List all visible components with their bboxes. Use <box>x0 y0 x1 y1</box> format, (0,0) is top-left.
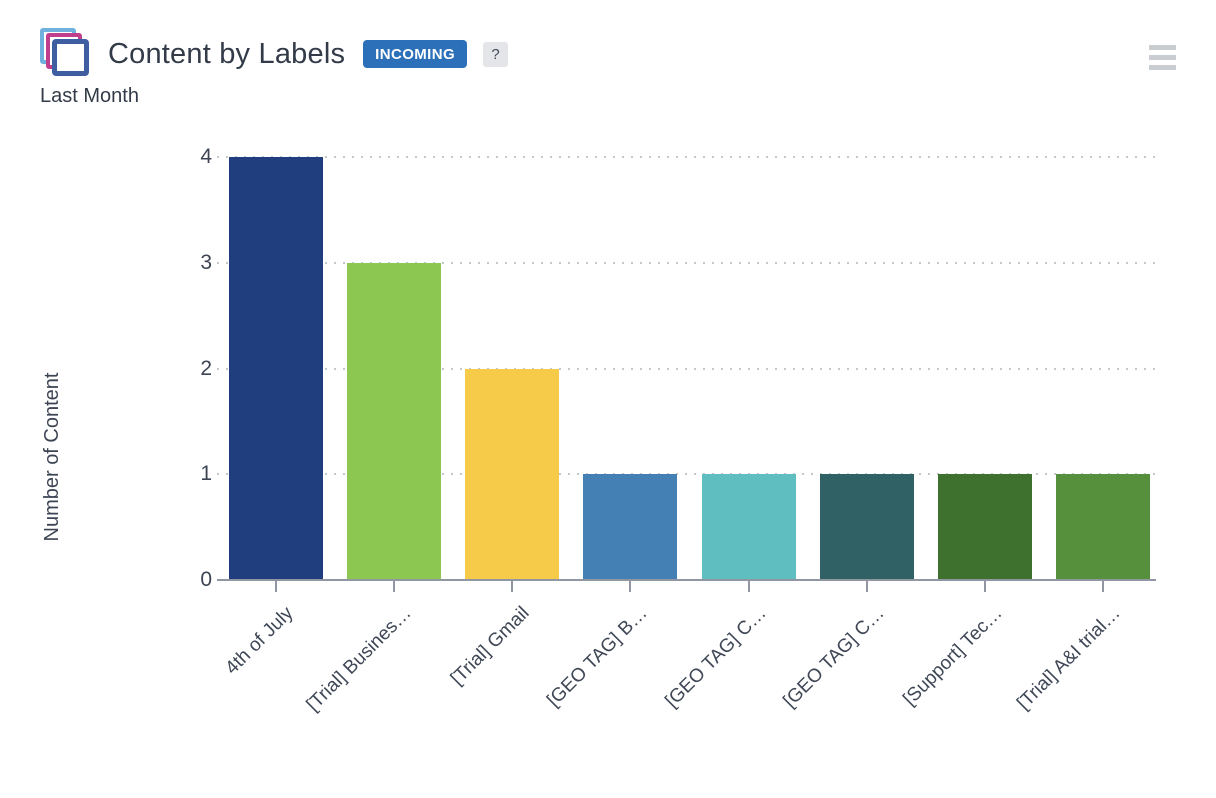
x-axis-tick <box>275 581 277 592</box>
x-axis-tick <box>629 581 632 592</box>
chart-subtitle: Last Month <box>40 85 139 107</box>
y-gridline <box>217 261 1156 264</box>
x-axis-line <box>217 579 1156 581</box>
y-axis-tick-label: 2 <box>200 356 212 380</box>
y-axis-tick-label: 0 <box>200 568 212 591</box>
x-axis-tick <box>393 581 396 592</box>
bar[interactable] <box>583 474 678 580</box>
hamburger-bar <box>1149 45 1176 50</box>
y-gridline <box>217 367 1156 370</box>
y-axis-tick-label: 4 <box>200 145 212 168</box>
incoming-badge: INCOMING <box>363 40 468 68</box>
hamburger-menu-icon[interactable] <box>1149 45 1176 70</box>
y-gridline <box>217 473 1156 476</box>
bar[interactable] <box>701 474 796 580</box>
stacked-squares-icon <box>38 26 94 82</box>
page-title: Content by Labels <box>108 37 346 70</box>
y-axis-tick-label: 3 <box>200 250 212 274</box>
bar[interactable] <box>819 474 914 580</box>
stacked-square-front <box>52 39 89 76</box>
hamburger-bar <box>1149 55 1176 60</box>
x-axis-tick <box>865 581 868 592</box>
bar[interactable] <box>1055 474 1150 580</box>
bar[interactable] <box>229 157 323 580</box>
x-axis-tick <box>1101 581 1104 592</box>
x-axis-tick <box>983 581 986 592</box>
x-axis-tick <box>511 581 514 592</box>
y-gridline <box>217 156 1156 158</box>
bar[interactable] <box>937 474 1032 580</box>
bar[interactable] <box>347 262 442 580</box>
bar[interactable] <box>465 368 560 580</box>
help-button[interactable]: ? <box>483 41 509 67</box>
widget-header: Content by Labels INCOMING ? <box>38 26 509 82</box>
y-axis-title: Number of Content <box>41 372 63 542</box>
y-axis-tick-label: 1 <box>200 462 212 486</box>
hamburger-bar <box>1149 65 1176 70</box>
x-axis-tick <box>747 581 750 592</box>
